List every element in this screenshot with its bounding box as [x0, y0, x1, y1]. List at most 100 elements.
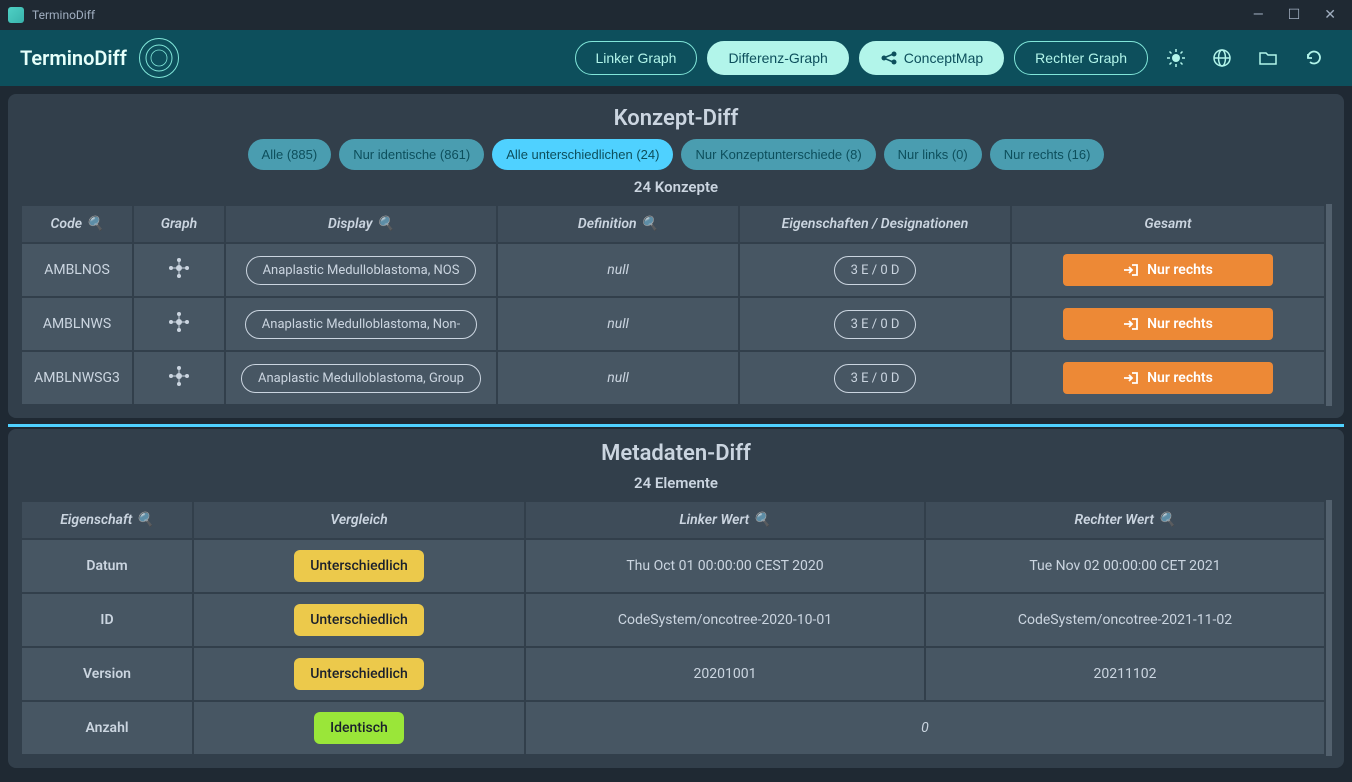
graph-icon: [168, 257, 190, 284]
refresh-button[interactable]: [1296, 40, 1332, 76]
close-button[interactable]: ✕: [1324, 7, 1336, 23]
gesamt-badge[interactable]: Nur rechts: [1063, 308, 1273, 340]
cell-rechter: 20211102: [926, 648, 1324, 700]
cell-definition: null: [498, 298, 738, 350]
nav: Linker Graph Differenz-Graph ConceptMap …: [575, 40, 1333, 76]
th-code[interactable]: Code🔍: [22, 206, 132, 242]
cell-props: 3 E / 0 D: [740, 244, 1010, 296]
cell-gesamt: Nur rechts: [1012, 352, 1324, 404]
sun-icon: [1166, 48, 1186, 68]
props-pill[interactable]: 3 E / 0 D: [834, 364, 917, 393]
filter-links[interactable]: Nur links (0): [884, 139, 982, 170]
gesamt-badge[interactable]: Nur rechts: [1063, 254, 1273, 286]
globe-icon: [1212, 48, 1232, 68]
app-icon: [8, 7, 24, 23]
titlebar: TerminoDiff — ☐ ✕: [0, 0, 1352, 30]
cell-linker: CodeSystem/oncotree-2020-10-01: [526, 594, 924, 646]
cell-props: 3 E / 0 D: [740, 298, 1010, 350]
table-row: DatumUnterschiedlichThu Oct 01 00:00:00 …: [22, 540, 1324, 592]
filter-identische[interactable]: Nur identische (861): [339, 139, 484, 170]
seal-icon: [144, 43, 174, 73]
language-button[interactable]: [1204, 40, 1240, 76]
filter-rechts[interactable]: Nur rechts (16): [990, 139, 1105, 170]
filter-konzeptunterschiede[interactable]: Nur Konzeptunterschiede (8): [681, 139, 875, 170]
th-vergleich: Vergleich: [194, 502, 524, 538]
login-icon: [1123, 263, 1139, 277]
maximize-button[interactable]: ☐: [1288, 7, 1301, 23]
panel-divider[interactable]: [8, 424, 1344, 427]
open-folder-button[interactable]: [1250, 40, 1286, 76]
th-display[interactable]: Display🔍: [226, 206, 496, 242]
rechter-graph-button[interactable]: Rechter Graph: [1014, 41, 1148, 75]
props-pill[interactable]: 3 E / 0 D: [834, 310, 917, 339]
conceptmap-label: ConceptMap: [904, 50, 983, 66]
vergleich-badge: Unterschiedlich: [294, 550, 424, 582]
table-row: AnzahlIdentisch0: [22, 702, 1324, 754]
filter-alle[interactable]: Alle (885): [248, 139, 332, 170]
filter-chips: Alle (885) Nur identische (861) Alle unt…: [20, 139, 1332, 170]
th-gesamt: Gesamt: [1012, 206, 1324, 242]
cell-code: AMBLNOS: [22, 244, 132, 296]
search-icon: 🔍: [86, 216, 103, 232]
window-controls: — ☐ ✕: [1253, 7, 1344, 23]
cell-graph[interactable]: [134, 244, 224, 296]
konzept-table: Code🔍 Graph Display🔍 Definition🔍 Eigensc…: [20, 204, 1326, 406]
search-icon: 🔍: [1158, 512, 1175, 528]
display-pill[interactable]: Anaplastic Medulloblastoma, Non-: [245, 310, 477, 339]
konzept-count: 24 Konzepte: [20, 178, 1332, 196]
cell-gesamt: Nur rechts: [1012, 244, 1324, 296]
cell-code: AMBLNWS: [22, 298, 132, 350]
metadaten-scrollbar[interactable]: [1326, 500, 1332, 756]
graph-icon: [168, 311, 190, 338]
gesamt-badge[interactable]: Nur rechts: [1063, 362, 1273, 394]
cell-graph[interactable]: [134, 352, 224, 404]
theme-toggle-button[interactable]: [1158, 40, 1194, 76]
vergleich-badge: Unterschiedlich: [294, 658, 424, 690]
table-row: AMBLNOSAnaplastic Medulloblastoma, NOSnu…: [22, 244, 1324, 296]
cell-vergleich: Identisch: [194, 702, 524, 754]
cell-props: 3 E / 0 D: [740, 352, 1010, 404]
cell-eigenschaft: ID: [22, 594, 192, 646]
metadaten-title: Metadaten-Diff: [20, 441, 1332, 466]
display-pill[interactable]: Anaplastic Medulloblastoma, NOS: [246, 256, 477, 285]
cell-graph[interactable]: [134, 298, 224, 350]
th-eigenschaft[interactable]: Eigenschaft🔍: [22, 502, 192, 538]
cell-vergleich: Unterschiedlich: [194, 648, 524, 700]
th-definition[interactable]: Definition🔍: [498, 206, 738, 242]
metadaten-diff-panel: Metadaten-Diff 24 Elemente Eigenschaft🔍 …: [8, 429, 1344, 768]
folder-icon: [1258, 48, 1278, 68]
cell-linker: 20201001: [526, 648, 924, 700]
cell-display: Anaplastic Medulloblastoma, Group: [226, 352, 496, 404]
props-pill[interactable]: 3 E / 0 D: [834, 256, 917, 285]
search-icon: 🔍: [753, 512, 770, 528]
th-eigenschaften: Eigenschaften / Designationen: [740, 206, 1010, 242]
share-icon: [880, 51, 898, 65]
cell-merged: 0: [526, 702, 1324, 754]
differenz-graph-button[interactable]: Differenz-Graph: [707, 41, 848, 75]
cell-display: Anaplastic Medulloblastoma, Non-: [226, 298, 496, 350]
window-title: TerminoDiff: [32, 8, 95, 22]
th-linker[interactable]: Linker Wert🔍: [526, 502, 924, 538]
table-row: AMBLNWSG3Anaplastic Medulloblastoma, Gro…: [22, 352, 1324, 404]
cell-vergleich: Unterschiedlich: [194, 594, 524, 646]
search-icon: 🔍: [377, 216, 394, 232]
cell-eigenschaft: Anzahl: [22, 702, 192, 754]
conceptmap-button[interactable]: ConceptMap: [859, 41, 1004, 75]
th-graph: Graph: [134, 206, 224, 242]
th-rechter[interactable]: Rechter Wert🔍: [926, 502, 1324, 538]
cell-linker: Thu Oct 01 00:00:00 CEST 2020: [526, 540, 924, 592]
main: Konzept-Diff Alle (885) Nur identische (…: [0, 86, 1352, 782]
linker-graph-button[interactable]: Linker Graph: [575, 41, 698, 75]
appbar: TerminoDiff Linker Graph Differenz-Graph…: [0, 30, 1352, 86]
table-row: IDUnterschiedlichCodeSystem/oncotree-202…: [22, 594, 1324, 646]
cell-display: Anaplastic Medulloblastoma, NOS: [226, 244, 496, 296]
filter-unterschiedlichen[interactable]: Alle unterschiedlichen (24): [492, 139, 673, 170]
cell-gesamt: Nur rechts: [1012, 298, 1324, 350]
search-icon: 🔍: [136, 512, 153, 528]
display-pill[interactable]: Anaplastic Medulloblastoma, Group: [241, 364, 481, 393]
metadaten-count: 24 Elemente: [20, 474, 1332, 492]
minimize-button[interactable]: —: [1253, 7, 1264, 23]
konzept-scrollbar[interactable]: [1326, 204, 1332, 406]
refresh-icon: [1304, 48, 1324, 68]
login-icon: [1123, 317, 1139, 331]
